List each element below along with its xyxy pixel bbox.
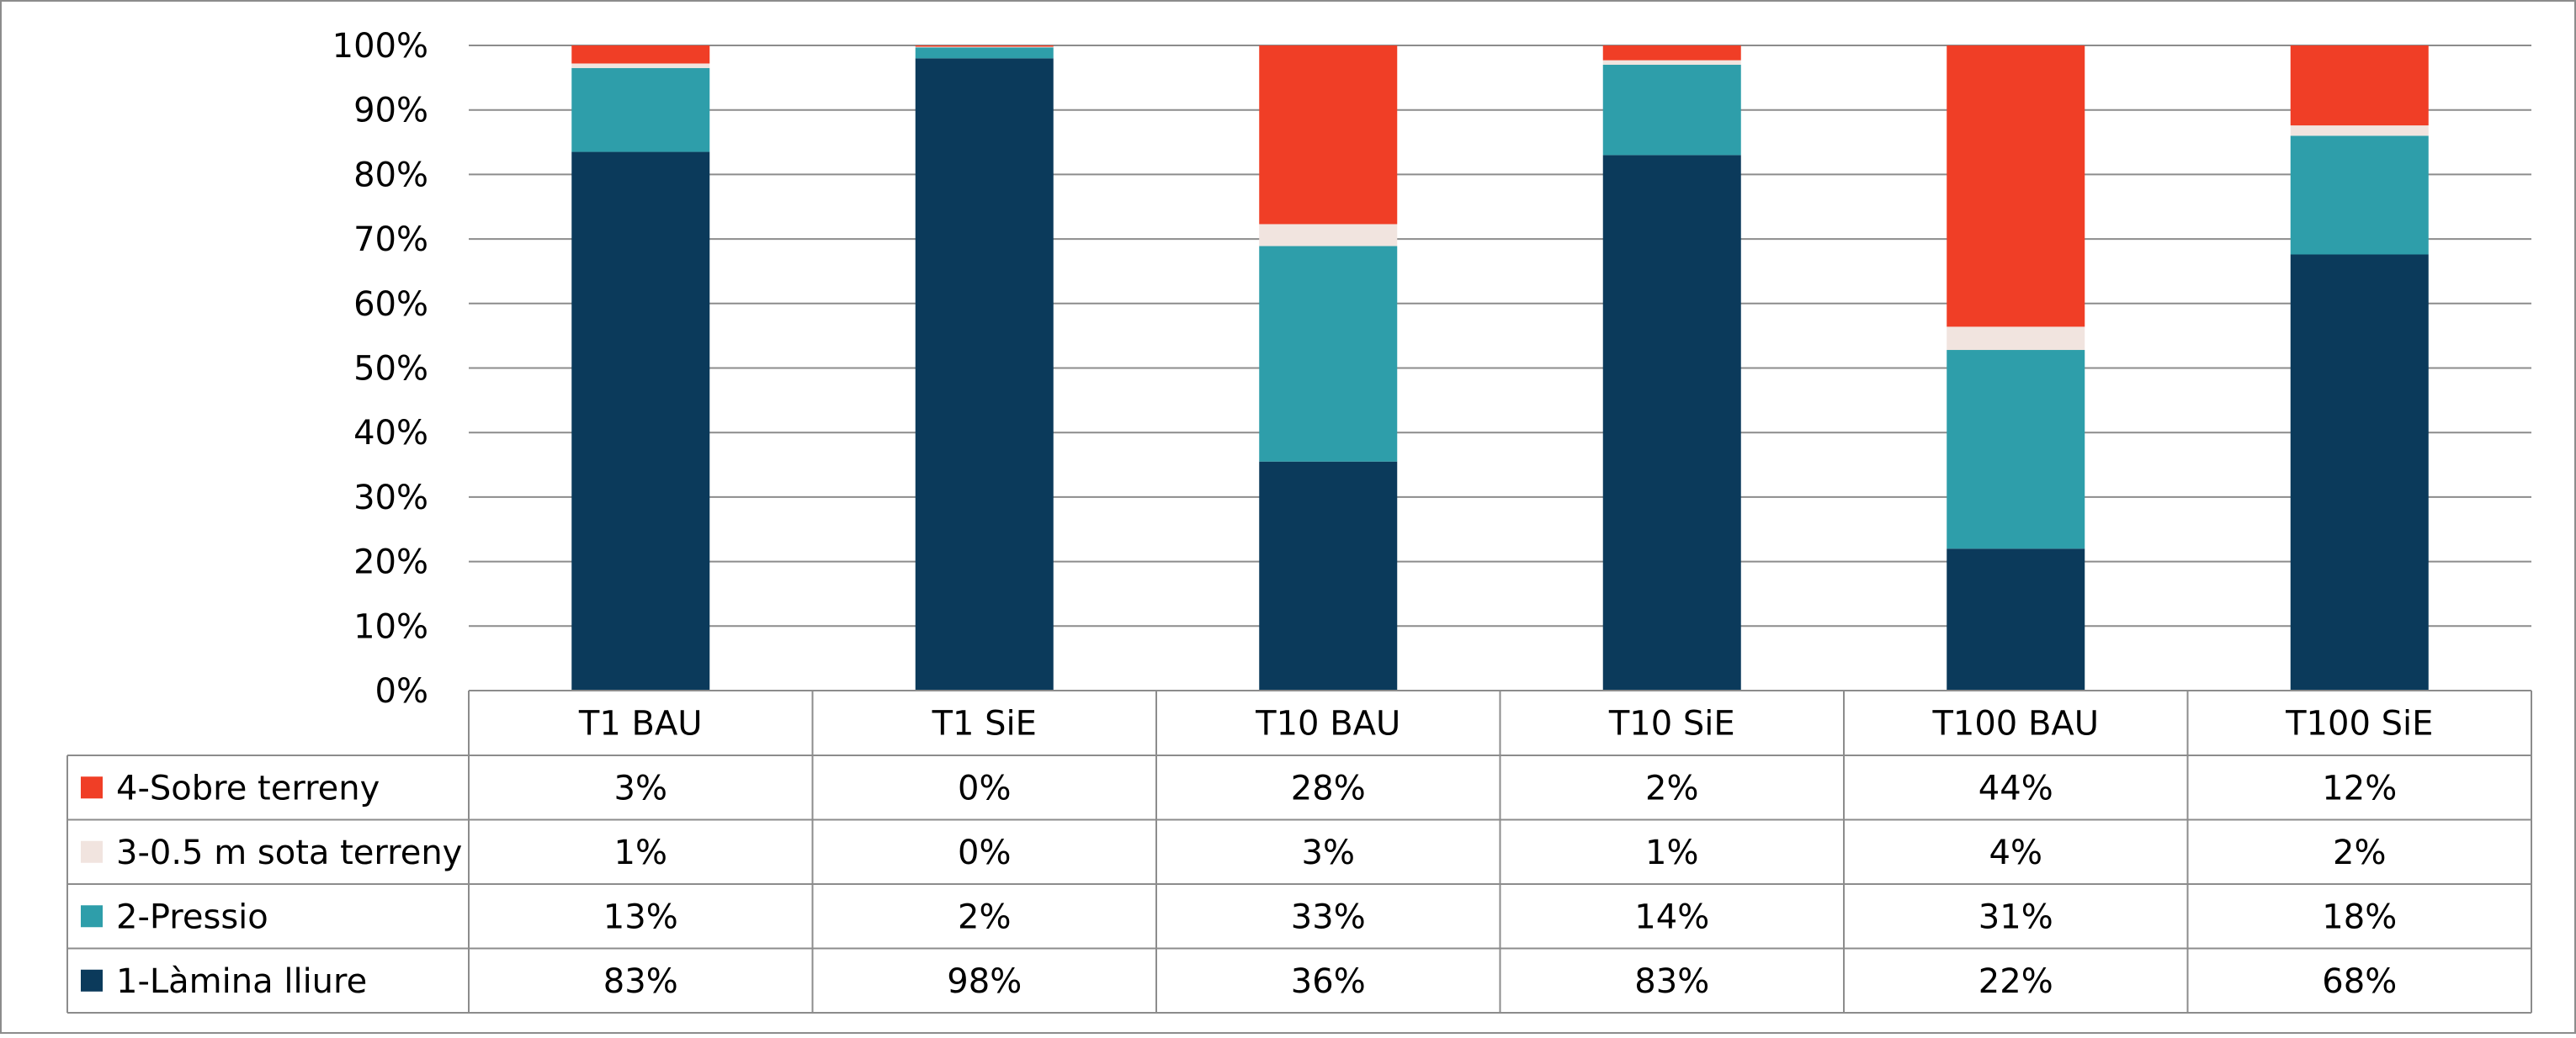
bar-segment [915,46,1054,48]
data-label: 18% [2322,898,2397,936]
bar-segment [915,47,1054,59]
legend-entry: 1-Làmina lliure [116,962,367,1001]
data-label: 44% [1978,769,2053,808]
y-tick-label: 70% [353,220,428,259]
bar-segment [915,45,1054,47]
y-tick-label: 90% [353,92,428,130]
data-label: 83% [1634,962,1709,1001]
x-category-label: T10 SiE [1608,705,1735,744]
x-category-label: T100 SiE [2285,705,2433,744]
data-label: 68% [2322,962,2397,1001]
bar-segment [2290,45,2429,126]
data-label: 36% [1291,962,1366,1001]
x-category-label: T100 BAU [1931,705,2099,744]
legend-swatch [81,840,103,863]
data-label: 4% [1989,834,2042,872]
data-label: 0% [958,834,1011,872]
data-label: 22% [1978,962,2053,1001]
legend-swatch [81,776,103,799]
y-tick-label: 40% [353,414,428,453]
data-label: 1% [614,834,667,872]
bar-segment [1947,548,2085,691]
data-label: 98% [947,962,1022,1001]
y-tick-label: 100% [332,27,428,66]
bar-segment [2290,125,2429,136]
bar-segment [1947,326,2085,351]
legend-swatch [81,905,103,928]
bar-segment [1947,45,2085,327]
data-label: 2% [1645,769,1698,808]
bar-segment [1602,155,1741,691]
data-label: 33% [1291,898,1366,936]
bar-segment [571,151,710,691]
y-tick-label: 60% [353,285,428,324]
data-label: 3% [614,769,667,808]
data-label: 28% [1291,769,1366,808]
bar-segment [1259,461,1398,691]
bar-segment [571,67,710,152]
bar-segment [2290,254,2429,691]
y-axis-ticks: 0% 10% 20% 30% 40% 50% 60% 70% 80% 90% 100% [332,27,428,711]
data-label: 1% [1645,834,1698,872]
bar-segment [1259,45,1398,225]
legend-entry: 3-0.5 m sota terreny [116,834,462,872]
data-table: T1 BAU T1 SiE T10 BAU T10 SiE T100 BAU T100 S… [66,690,2532,1014]
y-tick-label: 10% [353,607,428,646]
bar-segment [2290,135,2429,255]
data-label: 0% [958,769,1011,808]
bars [571,45,2429,691]
legend-swatch [81,969,103,992]
bar-segment [1602,60,1741,66]
y-tick-label: 80% [353,156,428,194]
y-tick-label: 50% [353,350,428,389]
data-label: 12% [2322,769,2397,808]
y-tick-label: 20% [353,543,428,582]
data-label: 14% [1634,898,1709,936]
y-tick-label: 30% [353,479,428,517]
bar-segment [571,63,710,68]
data-label: 2% [2333,834,2386,872]
data-label: 31% [1978,898,2053,936]
data-label: 13% [603,898,678,936]
bar-segment [915,58,1054,691]
x-category-label: T10 BAU [1255,705,1400,744]
legend-entry: 4-Sobre terreny [116,769,380,808]
y-tick-label: 0% [375,672,428,711]
bar-segment [571,45,710,64]
bar-segment [1602,65,1741,156]
bar-segment [1602,45,1741,61]
bar-segment [1947,350,2085,549]
data-label: 83% [603,962,678,1001]
data-label: 3% [1302,834,1355,872]
x-category-label: T1 BAU [578,705,703,744]
data-label: 2% [958,898,1011,936]
x-category-label: T1 SiE [932,705,1037,744]
legend-entry: 2-Pressio [116,898,268,936]
bar-segment [1259,224,1398,246]
bar-segment [1259,246,1398,462]
